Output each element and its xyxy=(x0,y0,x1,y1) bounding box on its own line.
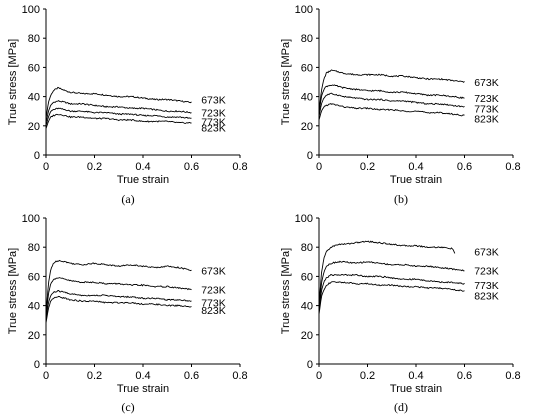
x-tick-label: 0.8 xyxy=(505,161,520,173)
panel-label: (b) xyxy=(394,192,408,206)
x-axis-label: True strain xyxy=(390,383,442,395)
series-line-723K xyxy=(318,260,465,309)
series-line-723K xyxy=(45,100,192,123)
series-label-673K: 673K xyxy=(201,95,226,107)
panel-label: (d) xyxy=(394,400,408,414)
y-tick-label: 0 xyxy=(307,150,313,162)
panel-c: 0 20 40 60 80 100 0 0.2 0.4 0.6 0.8 True strain True… xyxy=(7,213,248,414)
x-tick-label: 0.8 xyxy=(232,370,247,382)
x-tick-label: 0.4 xyxy=(408,370,423,382)
y-tick-label: 20 xyxy=(301,330,313,342)
panel-d: 0 20 40 60 80 100 0 0.2 0.4 0.6 0.8 True strain True… xyxy=(280,213,521,414)
series-line-823K xyxy=(318,281,465,315)
x-tick-label: 0 xyxy=(316,161,322,173)
y-tick-label: 40 xyxy=(28,301,40,313)
y-tick-label: 100 xyxy=(295,213,313,225)
x-tick-label: 0.6 xyxy=(457,161,472,173)
x-tick-label: 0.2 xyxy=(360,161,375,173)
y-tick-label: 0 xyxy=(307,359,313,371)
series-line-673K xyxy=(318,240,456,306)
series-label-723K: 723K xyxy=(201,108,226,120)
x-tick-label: 0 xyxy=(43,161,49,173)
x-axis-label: True strain xyxy=(117,174,169,186)
series-label-773K: 773K xyxy=(474,103,499,115)
x-tick-label: 0.8 xyxy=(232,161,247,173)
y-tick-label: 60 xyxy=(301,271,313,283)
y-tick-label: 60 xyxy=(28,62,40,74)
series-label-723K: 723K xyxy=(201,285,226,297)
series-label-773K: 773K xyxy=(474,280,499,292)
x-tick-label: 0 xyxy=(316,370,322,382)
x-axis-label: True strain xyxy=(390,174,442,186)
x-tick-label: 0.4 xyxy=(408,161,423,173)
series-line-823K xyxy=(45,295,192,324)
y-tick-label: 20 xyxy=(301,121,313,133)
y-tick-label: 20 xyxy=(28,121,40,133)
series-label-823K: 823K xyxy=(201,305,226,317)
x-tick-label: 0.2 xyxy=(360,370,375,382)
y-tick-label: 20 xyxy=(28,330,40,342)
y-axis-label: True stress [MPa] xyxy=(280,39,292,125)
y-tick-label: 100 xyxy=(22,213,40,225)
y-tick-label: 100 xyxy=(22,4,40,16)
y-tick-label: 80 xyxy=(28,33,40,45)
y-tick-label: 40 xyxy=(301,301,313,313)
series-label-673K: 673K xyxy=(201,266,226,278)
series-label-773K: 773K xyxy=(201,116,226,128)
y-axis-label: True stress [MPa] xyxy=(7,39,19,125)
y-tick-label: 80 xyxy=(301,33,313,45)
series-line-673K xyxy=(45,86,192,119)
series-line-673K xyxy=(45,259,192,315)
y-tick-label: 100 xyxy=(295,4,313,16)
y-tick-label: 60 xyxy=(301,62,313,74)
x-tick-label: 0.4 xyxy=(135,161,150,173)
series-line-723K xyxy=(45,277,192,318)
series-label-823K: 823K xyxy=(474,114,499,126)
series-line-723K xyxy=(318,84,465,115)
x-tick-label: 0.6 xyxy=(184,161,199,173)
x-tick-label: 0 xyxy=(43,370,49,382)
series-line-773K xyxy=(318,273,465,312)
y-tick-label: 60 xyxy=(28,271,40,283)
panel-label: (a) xyxy=(121,192,134,206)
y-tick-label: 0 xyxy=(34,359,40,371)
x-axis-label: True strain xyxy=(117,383,169,395)
series-label-823K: 823K xyxy=(474,290,499,302)
series-label-823K: 823K xyxy=(201,122,226,134)
series-line-773K xyxy=(45,290,192,321)
y-tick-label: 40 xyxy=(28,92,40,104)
x-tick-label: 0.2 xyxy=(87,161,102,173)
y-axis-label: True stress [MPa] xyxy=(280,248,292,334)
panel-b: 0 20 40 60 80 100 0 0.2 0.4 0.6 0.8 True strain True… xyxy=(280,4,521,206)
x-tick-label: 0.6 xyxy=(457,370,472,382)
y-tick-label: 0 xyxy=(34,150,40,162)
panel-label: (c) xyxy=(121,400,134,414)
y-tick-label: 80 xyxy=(301,242,313,254)
y-tick-label: 80 xyxy=(28,242,40,254)
x-tick-label: 0.2 xyxy=(87,370,102,382)
series-line-823K xyxy=(318,103,465,121)
series-label-723K: 723K xyxy=(474,266,499,278)
series-label-773K: 773K xyxy=(201,298,226,310)
series-label-673K: 673K xyxy=(474,77,499,89)
x-tick-label: 0.4 xyxy=(135,370,150,382)
series-line-673K xyxy=(318,69,465,112)
y-tick-label: 40 xyxy=(301,92,313,104)
y-axis-label: True stress [MPa] xyxy=(7,248,19,334)
x-tick-label: 0.8 xyxy=(505,370,520,382)
series-label-673K: 673K xyxy=(474,247,499,259)
series-line-773K xyxy=(45,107,192,126)
panel-a: 0 20 40 60 80 100 0 0.2 0.4 0.6 0.8 True strain True… xyxy=(7,4,248,206)
series-line-773K xyxy=(318,92,465,118)
series-line-823K xyxy=(45,113,192,129)
series-label-723K: 723K xyxy=(474,93,499,105)
x-tick-label: 0.6 xyxy=(184,370,199,382)
